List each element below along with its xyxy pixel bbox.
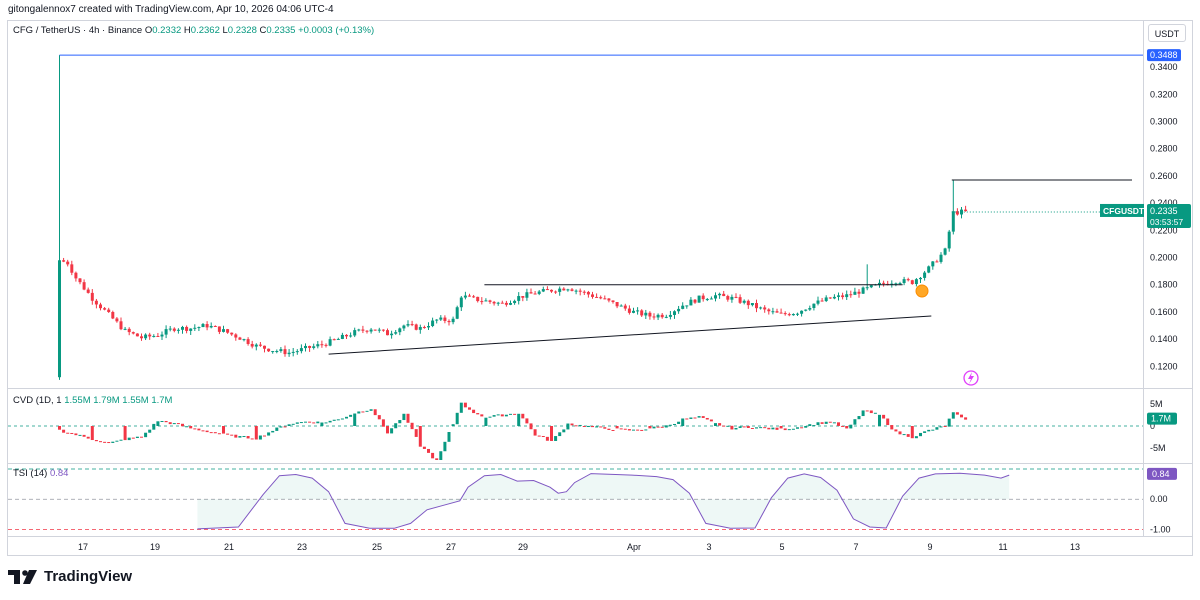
currency-selector[interactable]: USDT bbox=[1148, 24, 1186, 42]
close-label: C bbox=[259, 25, 267, 36]
cvd-legend-values: 1.55M 1.79M 1.55M 1.7M bbox=[64, 395, 173, 406]
tradingview-logo-icon bbox=[8, 569, 37, 584]
cvd-legend-name[interactable]: CVD (1D, 1 bbox=[13, 395, 62, 406]
cvd-legend[interactable]: CVD (1D, 1 1.55M 1.79M 1.55M 1.7M bbox=[13, 395, 172, 406]
high-label: H bbox=[183, 25, 191, 36]
tsi-legend[interactable]: TSI (14) 0.84 bbox=[13, 468, 68, 479]
price-axis-separator bbox=[1143, 20, 1144, 536]
cvd-pane-separator[interactable] bbox=[7, 388, 1193, 389]
chart-frame bbox=[7, 20, 1193, 556]
open-value: 0.2332 bbox=[152, 25, 182, 36]
open-label: O bbox=[144, 25, 153, 36]
tsi-legend-name[interactable]: TSI (14) bbox=[13, 468, 48, 479]
close-value: 0.2335 bbox=[266, 25, 296, 36]
chart-credit: gitongalennox7 created with TradingView.… bbox=[8, 4, 334, 15]
high-value: 0.2362 bbox=[190, 25, 220, 36]
tsi-pane-separator[interactable] bbox=[7, 463, 1193, 464]
symbol-name[interactable]: CFG / TetherUS · 4h · Binance bbox=[13, 25, 143, 36]
low-value: 0.2328 bbox=[227, 25, 257, 36]
tradingview-footer: TradingView bbox=[8, 568, 132, 585]
change-value: +0.0003 (+0.13%) bbox=[298, 25, 375, 36]
low-label: L bbox=[222, 25, 228, 36]
symbol-legend[interactable]: CFG / TetherUS · 4h · Binance O0.2332 H0… bbox=[13, 25, 374, 36]
tradingview-wordmark: TradingView bbox=[44, 568, 133, 585]
tsi-legend-value: 0.84 bbox=[49, 468, 69, 479]
time-axis-separator bbox=[7, 536, 1193, 537]
